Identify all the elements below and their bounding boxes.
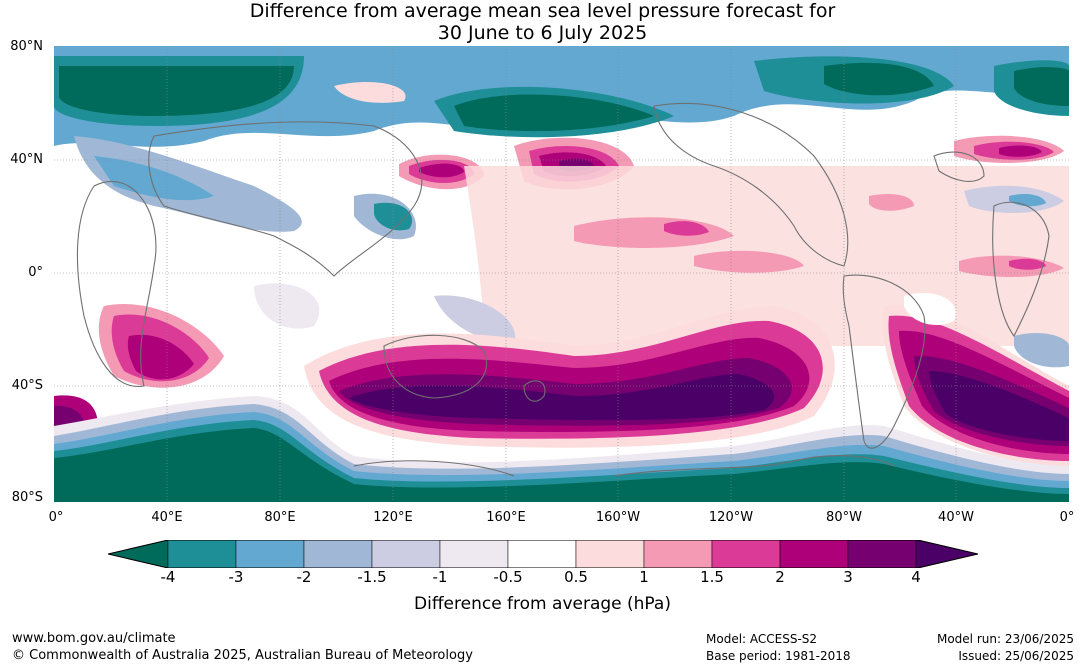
lon-label-80e: 80°E	[264, 510, 296, 525]
colorbar-tick: -0.5	[493, 568, 523, 586]
colorbar-segment	[439, 540, 509, 568]
lon-label-120w: 120°W	[708, 510, 754, 525]
coastlines	[76, 102, 1050, 477]
colorbar-tick: 3	[843, 568, 853, 586]
title-line-1: Difference from average mean sea level p…	[249, 0, 836, 22]
colorbar-label: Difference from average (hPa)	[414, 594, 671, 614]
pressure-anomaly-map	[54, 46, 1069, 502]
lat-label-80n: 80°N	[10, 39, 43, 54]
colorbar-segment	[711, 540, 781, 568]
colorbar-segment	[915, 540, 978, 568]
lat-label-80s: 80°S	[11, 490, 43, 505]
lon-label-120e: 120°E	[373, 510, 413, 525]
southern-anomalies	[54, 283, 1069, 466]
title-line-2: 30 June to 6 July 2025	[437, 22, 648, 44]
colorbar-segment	[575, 540, 645, 568]
colorbar-segment	[108, 540, 169, 568]
colorbar-tick: 1.5	[700, 568, 724, 586]
colorbar-segment	[643, 540, 713, 568]
base-period: Base period: 1981-2018	[706, 649, 851, 663]
colorbar-segment	[167, 540, 237, 568]
lon-label-40w: 40°W	[938, 510, 974, 525]
lon-label-0: 0°	[48, 510, 64, 525]
lat-label-40s: 40°S	[11, 378, 43, 393]
model-name: Model: ACCESS-S2	[706, 632, 818, 646]
colorbar-tick: -1.5	[357, 568, 387, 586]
copyright-text: © Commonwealth of Australia 2025, Austra…	[12, 648, 473, 663]
colorbar-tick: -1	[432, 568, 448, 586]
colorbar-segment	[371, 540, 441, 568]
southern-polar-anomalies	[54, 396, 1069, 502]
colorbar-segment	[779, 540, 849, 568]
colorbar-segment	[507, 540, 577, 568]
lat-label-equator: 0°	[28, 265, 43, 280]
lat-label-40n: 40°N	[10, 152, 43, 167]
colorbar-tick: 4	[911, 568, 921, 586]
colorbar-tick: -4	[160, 568, 176, 586]
lon-label-80w: 80°W	[826, 510, 862, 525]
website-link[interactable]: www.bom.gov.au/climate	[12, 631, 176, 646]
colorbar	[108, 540, 978, 568]
lon-label-40e: 40°E	[151, 510, 183, 525]
colorbar-tick: 0.5	[564, 568, 588, 586]
lon-label-160e: 160°E	[486, 510, 526, 525]
colorbar-segment	[303, 540, 373, 568]
graticule	[54, 46, 1069, 502]
colorbar-tick: 2	[775, 568, 785, 586]
map-title: Difference from average mean sea level p…	[0, 0, 1085, 44]
northern-polar-anomalies	[54, 46, 1069, 147]
colorbar-tick: 1	[639, 568, 649, 586]
model-run-date: Model run: 23/06/2025	[936, 632, 1074, 646]
colorbar-tick: -3	[228, 568, 244, 586]
lon-label-160w: 160°W	[595, 510, 641, 525]
colorbar-tick: -2	[296, 568, 312, 586]
colorbar-segment	[235, 540, 305, 568]
colorbar-segment	[847, 540, 917, 568]
issued-date: Issued: 25/06/2025	[958, 649, 1074, 663]
lon-label-0-right: 0°	[1059, 510, 1075, 525]
